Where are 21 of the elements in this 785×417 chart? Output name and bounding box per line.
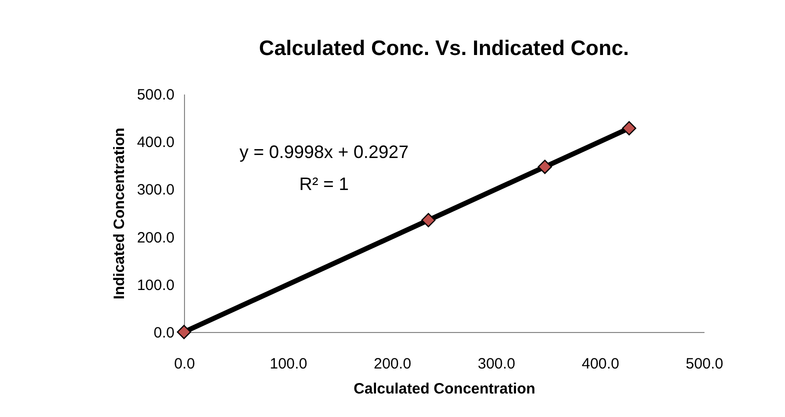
y-tick-label: 300.0	[136, 182, 174, 199]
chart-title: Calculated Conc. Vs. Indicated Conc.	[259, 37, 629, 60]
y-tick-label: 0.0	[154, 324, 174, 342]
x-tick-label: 400.0	[582, 356, 620, 372]
annotation: y = 0.9998x + 0.2927	[239, 142, 409, 162]
y-axis-title: Indicated Concentration	[110, 128, 128, 300]
x-tick-label: 200.0	[374, 356, 412, 372]
x-tick-label: 0.0	[174, 356, 195, 372]
x-tick-label: 500.0	[686, 356, 724, 372]
point	[421, 213, 436, 228]
x-tick-label: 300.0	[478, 356, 516, 372]
point	[538, 160, 552, 174]
y-tick-label: 100.0	[136, 276, 174, 294]
annotation: R² = 1	[299, 174, 349, 194]
y-tick-label: 400.0	[136, 134, 174, 152]
y-tick-label: 500.0	[136, 86, 174, 104]
x-axis-title: Calculated Concentration	[354, 380, 536, 398]
x-tick-label: 100.0	[270, 356, 308, 372]
point	[622, 121, 636, 136]
point	[176, 324, 192, 340]
y-tick-label: 200.0	[136, 229, 174, 246]
